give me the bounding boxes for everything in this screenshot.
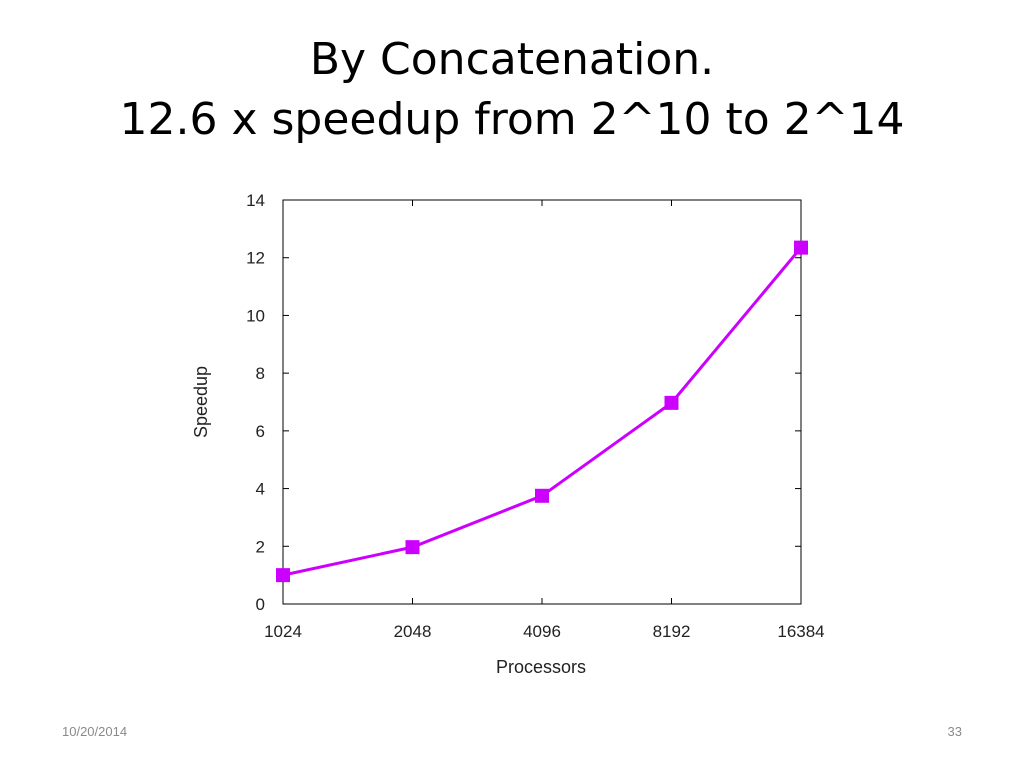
data-point xyxy=(535,488,549,503)
x-tick-label: 4096 xyxy=(523,622,561,641)
data-point xyxy=(794,240,808,255)
slide-title: By Concatenation. 12.6 x speedup from 2^… xyxy=(0,30,1024,150)
y-axis: 0 2 4 6 8 10 12 14 xyxy=(246,191,801,614)
data-point xyxy=(276,568,290,583)
y-tick-label: 6 xyxy=(256,422,265,441)
y-tick-label: 12 xyxy=(246,249,265,268)
y-tick-label: 0 xyxy=(256,595,265,614)
y-tick-label: 14 xyxy=(246,191,265,210)
x-axis: 1024 2048 4096 8192 16384 xyxy=(264,200,825,641)
y-tick-label: 2 xyxy=(256,537,265,556)
plot-frame xyxy=(282,199,802,605)
y-tick-label: 4 xyxy=(256,480,265,499)
title-line-1: By Concatenation. xyxy=(309,34,715,85)
series-line xyxy=(282,246,803,577)
x-axis-label: Processors xyxy=(496,657,586,677)
data-point xyxy=(405,540,420,555)
title-line-2: 12.6 x speedup from 2^10 to 2^14 xyxy=(119,94,905,145)
y-tick-label: 10 xyxy=(246,306,265,325)
slide-date: 10/20/2014 xyxy=(62,724,128,739)
y-tick-label: 8 xyxy=(256,364,265,383)
x-tick-label: 8192 xyxy=(653,622,691,641)
x-tick-label: 16384 xyxy=(777,622,824,641)
x-tick-label: 2048 xyxy=(394,622,432,641)
x-tick-label: 1024 xyxy=(264,622,302,641)
series-layer xyxy=(276,240,808,583)
slide-page-number: 33 xyxy=(947,724,962,739)
y-axis-label: Speedup xyxy=(191,366,211,438)
data-point xyxy=(664,395,679,410)
